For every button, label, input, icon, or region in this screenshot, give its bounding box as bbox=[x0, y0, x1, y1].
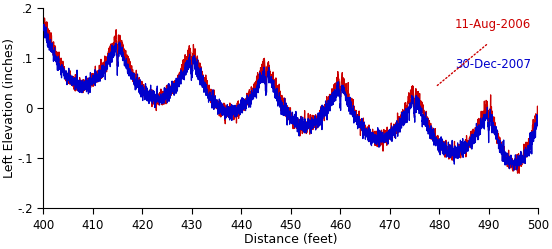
Y-axis label: Left Elevation (inches): Left Elevation (inches) bbox=[3, 38, 16, 178]
X-axis label: Distance (feet): Distance (feet) bbox=[244, 233, 337, 246]
Text: 11-Aug-2006: 11-Aug-2006 bbox=[454, 18, 530, 31]
Text: 30-Dec-2007: 30-Dec-2007 bbox=[455, 58, 530, 71]
